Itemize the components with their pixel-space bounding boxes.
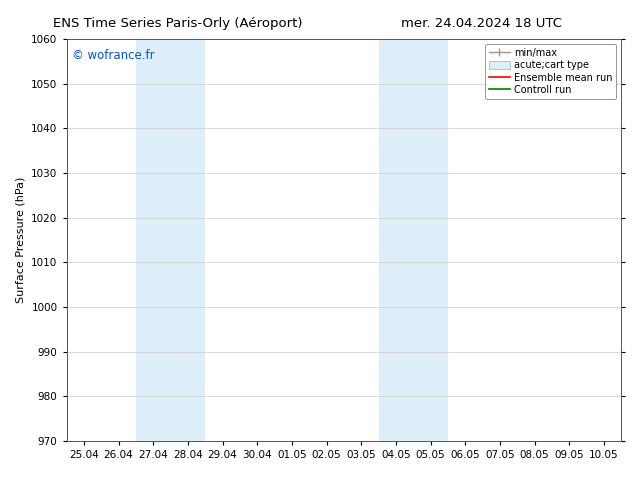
Bar bbox=[378, 39, 448, 441]
Legend: min/max, acute;cart type, Ensemble mean run, Controll run: min/max, acute;cart type, Ensemble mean … bbox=[485, 44, 616, 99]
Text: ENS Time Series Paris-Orly (Aéroport): ENS Time Series Paris-Orly (Aéroport) bbox=[53, 17, 302, 30]
Bar bbox=[136, 39, 205, 441]
Y-axis label: Surface Pressure (hPa): Surface Pressure (hPa) bbox=[16, 177, 26, 303]
Text: © wofrance.fr: © wofrance.fr bbox=[72, 49, 155, 62]
Text: mer. 24.04.2024 18 UTC: mer. 24.04.2024 18 UTC bbox=[401, 17, 562, 30]
